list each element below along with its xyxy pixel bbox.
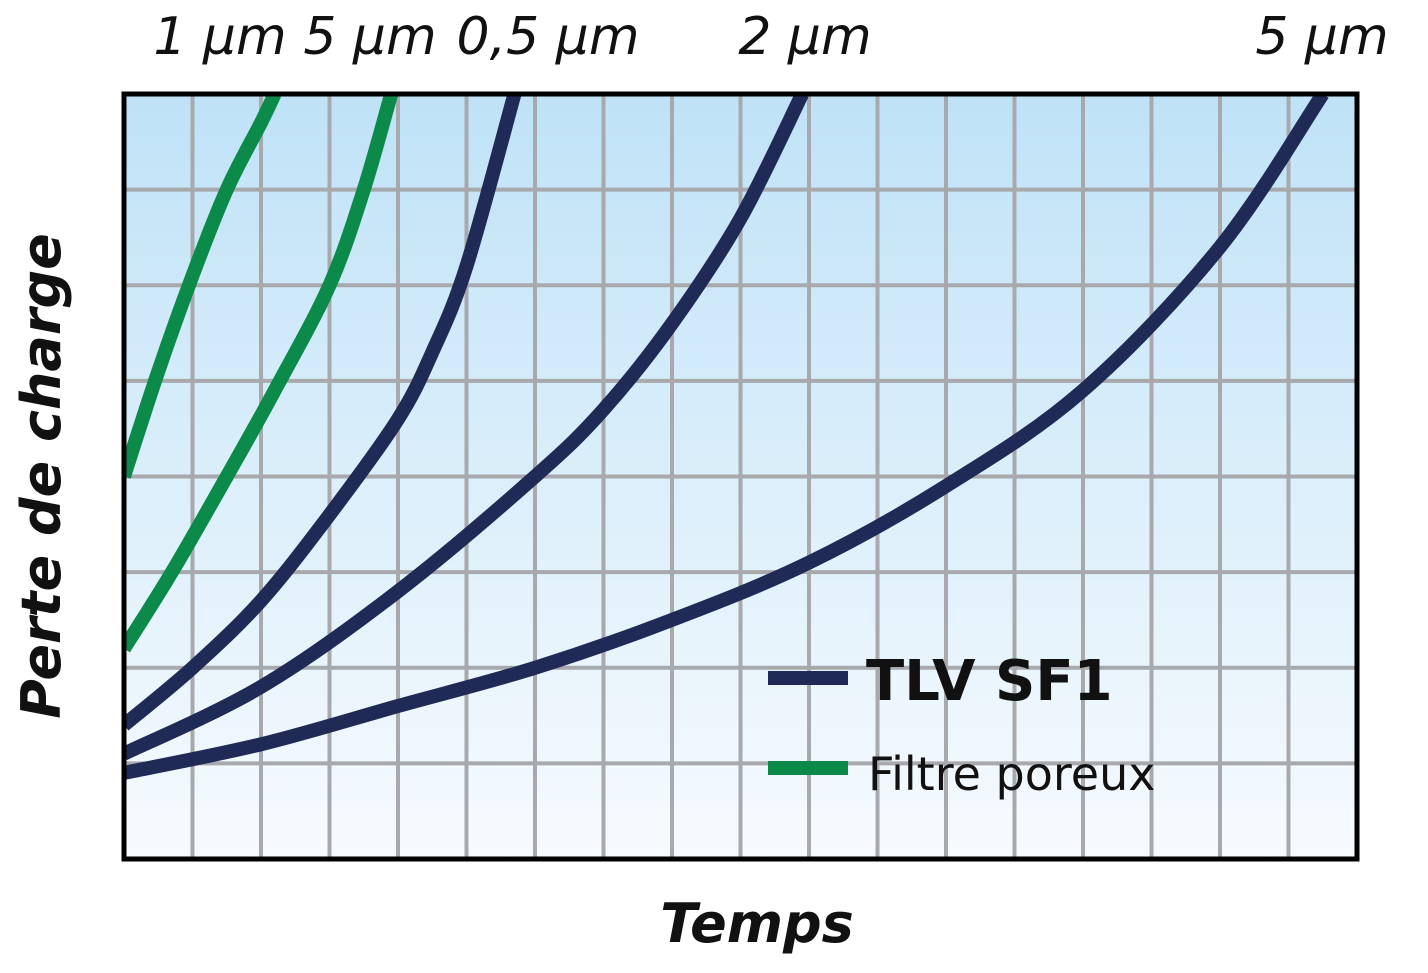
legend-label-tlv: TLV SF1 — [866, 649, 1113, 714]
curve-1 — [124, 94, 398, 653]
curve-3 — [124, 94, 809, 761]
plot-frame — [121, 91, 1360, 862]
curve-4 — [124, 94, 1329, 780]
curves — [124, 94, 1329, 780]
legend: TLV SF1 Filtre poreux — [768, 649, 1155, 801]
y-axis-title: Perte de charge — [10, 233, 73, 719]
curve-label-4: 5 µm — [1255, 7, 1388, 67]
curve-label-0: 1 µm — [153, 7, 286, 67]
curve-label-1: 5 µm — [303, 7, 436, 67]
curve-2 — [124, 94, 522, 731]
curve-0 — [124, 94, 282, 479]
curve-label-3: 2 µm — [738, 7, 871, 67]
x-axis-title: Temps — [660, 892, 854, 955]
legend-label-porous: Filtre poreux — [868, 747, 1155, 801]
curve-label-2: 0,5 µm — [457, 7, 640, 67]
curve-labels: 1 µm 5 µm 0,5 µm 2 µm 5 µm — [153, 7, 1388, 67]
